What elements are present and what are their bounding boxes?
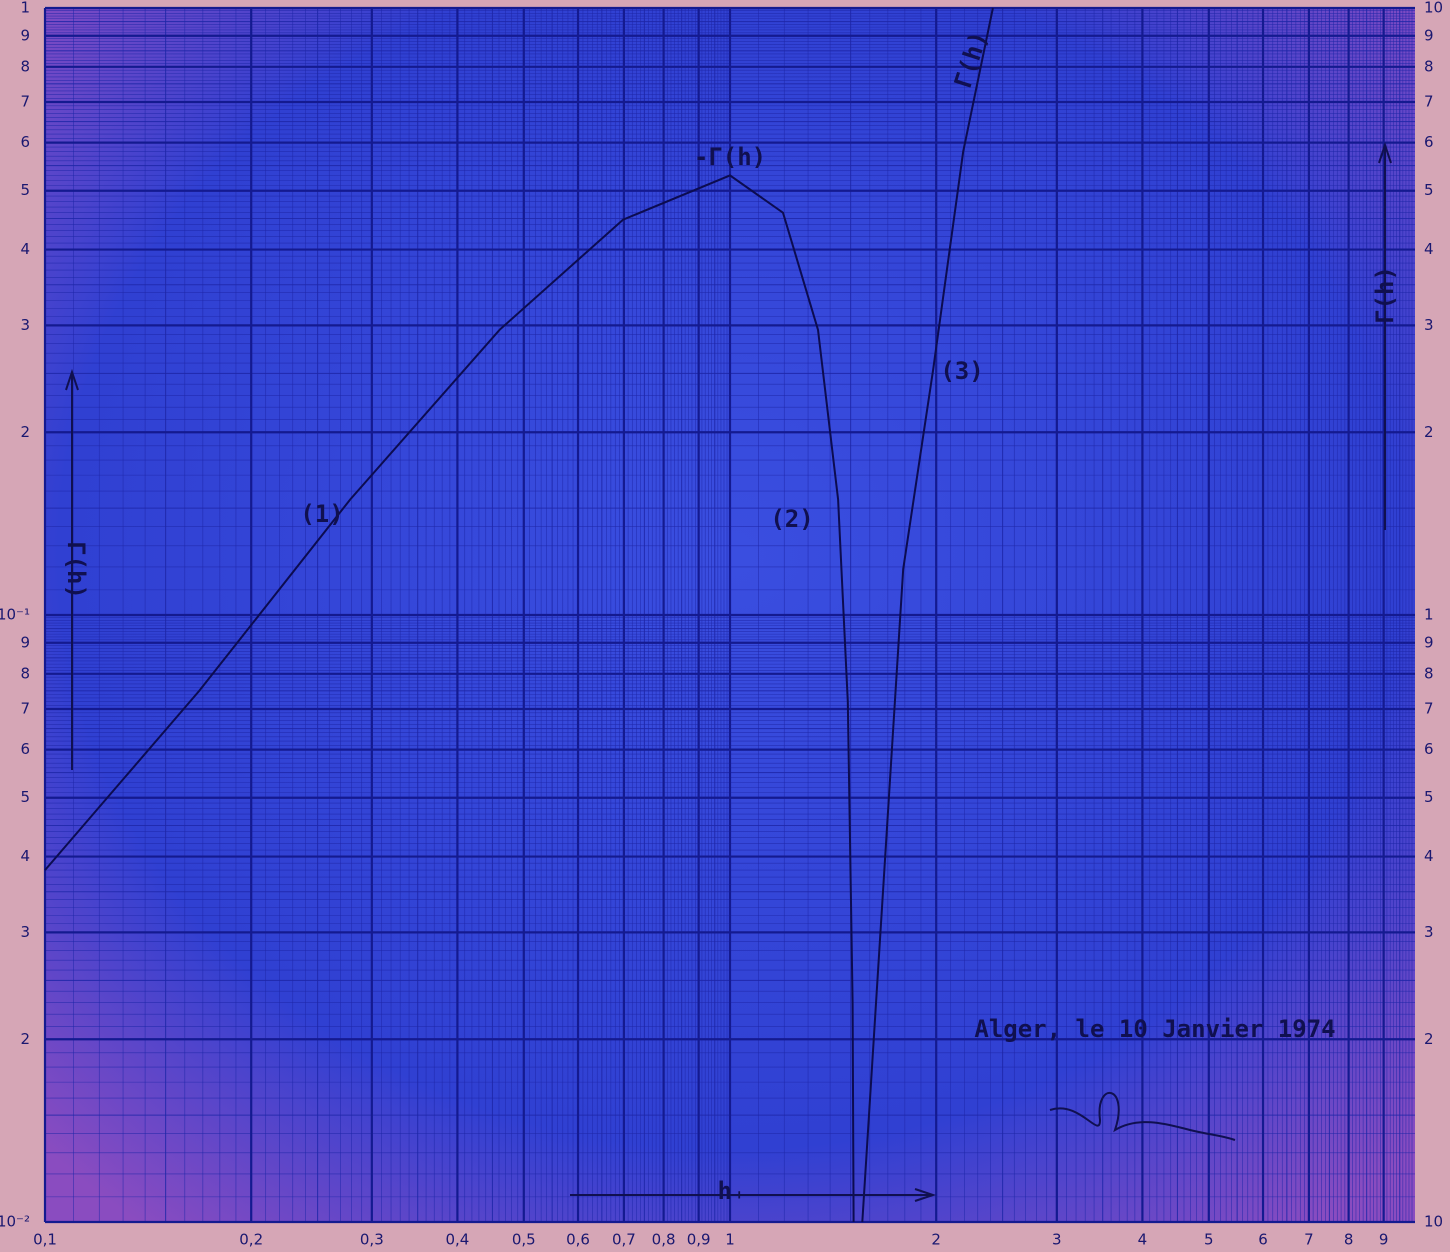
y-tick-label: 8	[20, 57, 30, 75]
x-tick-label: 9	[1379, 1231, 1389, 1249]
y-tick-label: 7	[20, 93, 30, 111]
x-tick-label: 0,9	[687, 1231, 711, 1249]
x-tick-label: 0,3	[360, 1231, 384, 1249]
y-tick-label: 5	[20, 181, 30, 199]
y2-tick-label: 2	[1424, 423, 1434, 441]
y2-tick-label: 5	[1424, 788, 1434, 806]
x-tick-label: 8	[1344, 1231, 1354, 1249]
y2-tick-label: 4	[1424, 240, 1434, 258]
y2-tick-label: 5	[1424, 181, 1434, 199]
y-tick-label: 4	[20, 847, 30, 865]
y-tick-label: 4	[20, 240, 30, 258]
curve-number: (2)	[770, 505, 813, 533]
y2-tick-label: 8	[1424, 57, 1434, 75]
y2-tick-label: 9	[1424, 633, 1434, 651]
y2-tick-label: 9	[1424, 26, 1434, 44]
y2-tick-label: 3	[1424, 923, 1434, 941]
y2-axis-label: Γ(h)	[1371, 266, 1399, 324]
x-tick-label: 0,7	[612, 1231, 636, 1249]
x-tick-label: 3	[1052, 1231, 1062, 1249]
x-tick-label: 0,4	[445, 1231, 469, 1249]
y-tick-label: 2	[20, 1030, 30, 1048]
x-tick-label: 0,8	[652, 1231, 676, 1249]
y2-tick-label: 10	[1424, 1213, 1443, 1231]
y-tick-label: 9	[20, 633, 30, 651]
y-tick-label: 9	[20, 26, 30, 44]
y2-tick-label: 6	[1424, 133, 1434, 151]
y-tick-label: 8	[20, 664, 30, 682]
y-tick-label: 3	[20, 923, 30, 941]
y-tick-label: 2	[20, 423, 30, 441]
x-axis-label: h₊	[718, 1177, 747, 1205]
y-tick-label: 1	[20, 0, 30, 17]
x-tick-label: 1	[725, 1231, 735, 1249]
x-tick-label: 7	[1304, 1231, 1314, 1249]
y2-tick-label: 1	[1424, 606, 1434, 624]
y-tick-label: 6	[20, 133, 30, 151]
y2-tick-label: 2	[1424, 1030, 1434, 1048]
y-tick-label: 7	[20, 700, 30, 718]
x-tick-label: 2	[931, 1231, 941, 1249]
y2-tick-label: 3	[1424, 316, 1434, 334]
x-tick-label: 4	[1138, 1231, 1148, 1249]
y-tick-label: 3	[20, 316, 30, 334]
y-tick-label: 6	[20, 740, 30, 758]
x-tick-label: 0,1	[33, 1231, 57, 1249]
y2-tick-label: 7	[1424, 700, 1434, 718]
curve-number: (1)	[300, 500, 343, 528]
x-tick-label: 0,5	[512, 1231, 536, 1249]
y2-tick-label: 7	[1424, 93, 1434, 111]
y-tick-label: 10⁻²	[0, 1213, 30, 1231]
y2-tick-label: 10	[1424, 0, 1443, 17]
curve-number: (3)	[940, 357, 983, 385]
chart: 0,1 0,2 0,3 0,4 0,5 0,6 0,7 0,8 0,9 1 2 3 4 5 6 7 8 9 10⁻²…	[0, 0, 1450, 1252]
y2-tick-label: 4	[1424, 847, 1434, 865]
date-stamp: Alger, le 10 Janvier 1974	[974, 1015, 1335, 1043]
y2-tick-label: 6	[1424, 740, 1434, 758]
x-tick-label: 5	[1204, 1231, 1214, 1249]
y2-tick-label: 8	[1424, 664, 1434, 682]
y-tick-label: 10⁻¹	[0, 606, 30, 624]
y-tick-label: 5	[20, 788, 30, 806]
x-tick-label: 6	[1258, 1231, 1268, 1249]
x-tick-label: 0,2	[239, 1231, 263, 1249]
series-label: -Γ(h)	[694, 143, 766, 171]
y-axis-label: Γ(h)	[62, 541, 90, 599]
x-tick-label: 0,6	[566, 1231, 590, 1249]
